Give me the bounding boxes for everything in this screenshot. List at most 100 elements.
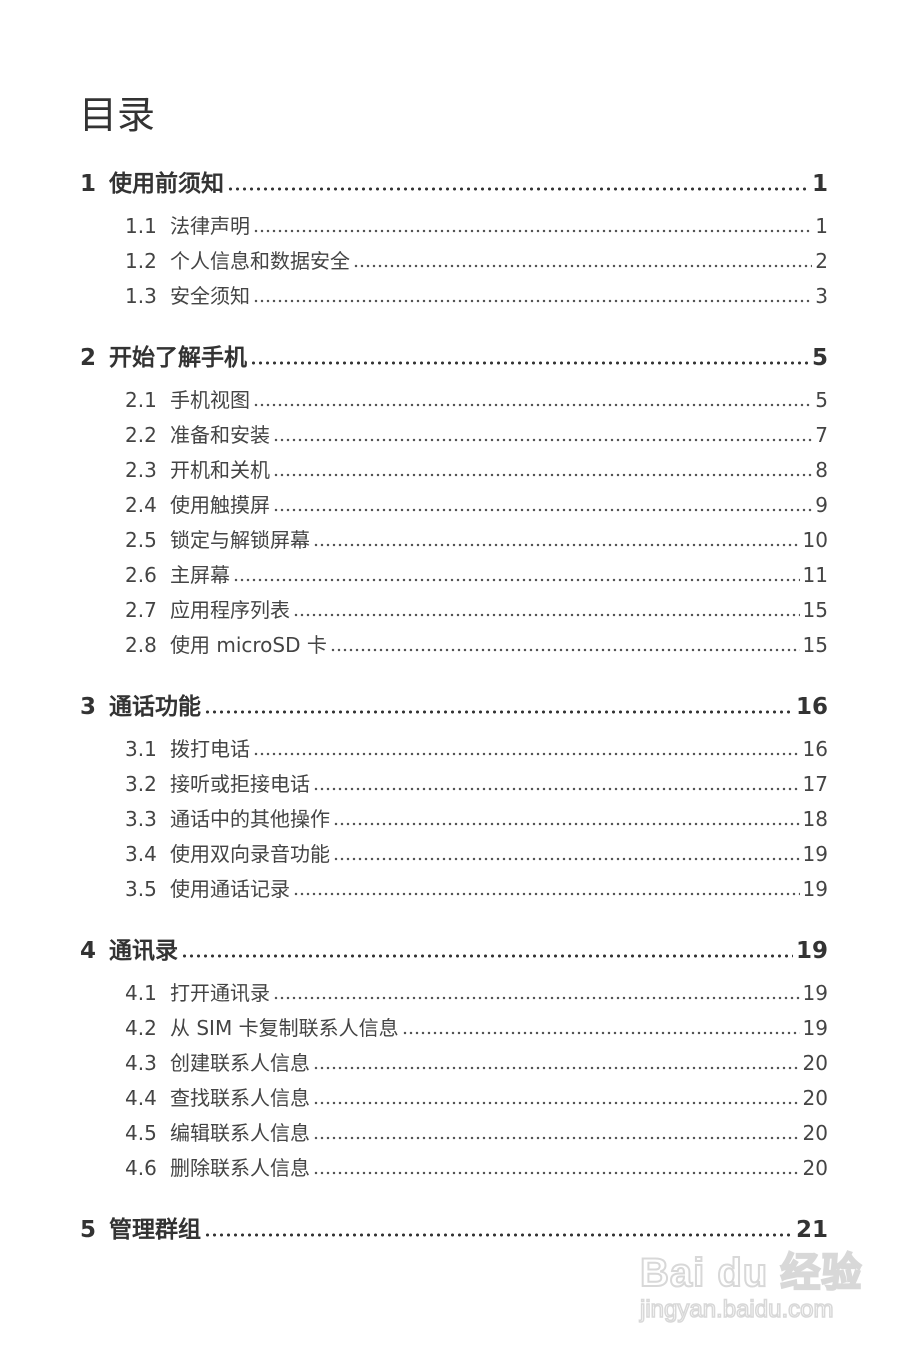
toc-section[interactable]: 4.1 打开通讯录 19	[80, 977, 828, 1012]
page-number: 11	[802, 563, 828, 587]
toc-section[interactable]: 1.2 个人信息和数据安全 2	[80, 245, 828, 280]
entry-number: 3.5	[125, 877, 157, 901]
page-number: 20	[802, 1156, 828, 1180]
toc-section[interactable]: 2.2 准备和安装 7	[80, 419, 828, 454]
leader-dots	[329, 648, 800, 652]
entry-title: 准备和安装	[170, 423, 270, 447]
entry-title: 使用 microSD 卡	[170, 633, 327, 657]
entry-title: 通话功能	[109, 694, 201, 720]
toc-section[interactable]: 4.6 删除联系人信息 20	[80, 1152, 828, 1187]
leader-dots	[204, 1233, 793, 1237]
leader-dots	[313, 543, 800, 547]
entry-number: 2.2	[125, 423, 157, 447]
toc-section[interactable]: 2.8 使用 microSD 卡 15	[80, 629, 828, 664]
page-number: 9	[815, 493, 828, 517]
page-number: 20	[802, 1086, 828, 1110]
toc-section[interactable]: 2.4 使用触摸屏 9	[80, 489, 828, 524]
entry-number: 3.1	[125, 737, 157, 761]
page-number: 19	[802, 981, 828, 1005]
page-number: 20	[802, 1051, 828, 1075]
toc-section[interactable]: 4.2 从 SIM 卡复制联系人信息 19	[80, 1012, 828, 1047]
entry-title: 从 SIM 卡复制联系人信息	[170, 1016, 399, 1040]
table-of-contents: 1 使用前须知 1 1.1 法律声明 1 1.2 个人信息和数据安全 2 1.3 安全须知 3 2 开始了…	[80, 164, 828, 1256]
entry-title: 使用通话记录	[170, 877, 290, 901]
leader-dots	[253, 299, 813, 303]
toc-section[interactable]: 1.3 安全须知 3	[80, 280, 828, 315]
entry-number: 4	[80, 938, 97, 964]
toc-section[interactable]: 4.4 查找联系人信息 20	[80, 1082, 828, 1117]
page-number: 5	[815, 388, 828, 412]
entry-number: 1.2	[125, 249, 157, 273]
page-number: 19	[795, 938, 828, 964]
toc-chapter[interactable]: 1 使用前须知 1	[80, 164, 828, 202]
page-number: 7	[815, 423, 828, 447]
toc-chapter[interactable]: 2 开始了解手机 5	[80, 338, 828, 376]
entry-title: 个人信息和数据安全	[170, 249, 350, 273]
entry-title: 手机视图	[170, 388, 250, 412]
entry-number: 3.3	[125, 807, 157, 831]
toc-chapter[interactable]: 5 管理群组 21	[80, 1210, 828, 1248]
toc-section[interactable]: 3.2 接听或拒接电话 17	[80, 768, 828, 803]
entry-number: 2.1	[125, 388, 157, 412]
toc-section[interactable]: 1.1 法律声明 1	[80, 210, 828, 245]
entry-number: 4.6	[125, 1156, 157, 1180]
entry-title: 拨打电话	[170, 737, 250, 761]
leader-dots	[401, 1031, 800, 1035]
toc-section[interactable]: 2.3 开机和关机 8	[80, 454, 828, 489]
leader-dots	[204, 710, 793, 714]
leader-dots	[313, 1136, 800, 1140]
leader-dots	[333, 822, 800, 826]
entry-title: 管理群组	[109, 1217, 201, 1243]
entry-number: 2.7	[125, 598, 157, 622]
leader-dots	[273, 996, 800, 1000]
entry-number: 2.4	[125, 493, 157, 517]
leader-dots	[250, 361, 809, 365]
entry-title: 打开通讯录	[170, 981, 270, 1005]
page-number: 15	[802, 633, 828, 657]
toc-section[interactable]: 2.6 主屏幕 11	[80, 559, 828, 594]
toc-chapter[interactable]: 4 通讯录 19	[80, 931, 828, 969]
entry-title: 编辑联系人信息	[170, 1121, 310, 1145]
entry-title: 创建联系人信息	[170, 1051, 310, 1075]
entry-title: 通话中的其他操作	[170, 807, 330, 831]
leader-dots	[253, 752, 800, 756]
page-number: 5	[811, 345, 828, 371]
entry-title: 法律声明	[170, 214, 250, 238]
leader-dots	[253, 403, 813, 407]
entry-number: 2.6	[125, 563, 157, 587]
entry-number: 2.8	[125, 633, 157, 657]
entry-number: 4.4	[125, 1086, 157, 1110]
entry-title: 锁定与解锁屏幕	[170, 528, 310, 552]
toc-section[interactable]: 4.3 创建联系人信息 20	[80, 1047, 828, 1082]
leader-dots	[273, 473, 813, 477]
page-number: 19	[802, 877, 828, 901]
toc-section[interactable]: 3.5 使用通话记录 19	[80, 873, 828, 908]
page-number: 19	[802, 1016, 828, 1040]
toc-section[interactable]: 2.5 锁定与解锁屏幕 10	[80, 524, 828, 559]
toc-section[interactable]: 3.4 使用双向录音功能 19	[80, 838, 828, 873]
entry-number: 4.1	[125, 981, 157, 1005]
page-number: 20	[802, 1121, 828, 1145]
entry-number: 4.5	[125, 1121, 157, 1145]
toc-section[interactable]: 3.1 拨打电话 16	[80, 733, 828, 768]
page-number: 10	[802, 528, 828, 552]
entry-number: 2	[80, 345, 97, 371]
entry-title: 通讯录	[109, 938, 178, 964]
toc-section[interactable]: 2.1 手机视图 5	[80, 384, 828, 419]
toc-section[interactable]: 4.5 编辑联系人信息 20	[80, 1117, 828, 1152]
page-number: 18	[802, 807, 828, 831]
leader-dots	[253, 229, 813, 233]
leader-dots	[273, 438, 813, 442]
page-number: 1	[815, 214, 828, 238]
entry-title: 接听或拒接电话	[170, 772, 310, 796]
toc-chapter[interactable]: 3 通话功能 16	[80, 687, 828, 725]
entry-title: 开机和关机	[170, 458, 270, 482]
entry-number: 3	[80, 694, 97, 720]
leader-dots	[293, 613, 800, 617]
page-number: 8	[815, 458, 828, 482]
leader-dots	[181, 954, 793, 958]
watermark-logo: Bai du 经验	[639, 1250, 863, 1296]
page-number: 17	[802, 772, 828, 796]
toc-section[interactable]: 2.7 应用程序列表 15	[80, 594, 828, 629]
toc-section[interactable]: 3.3 通话中的其他操作 18	[80, 803, 828, 838]
